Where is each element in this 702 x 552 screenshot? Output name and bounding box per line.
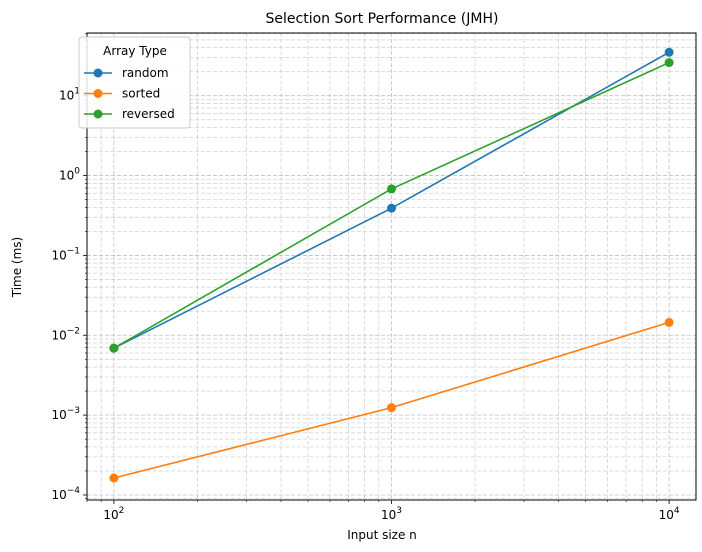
y-axis-label: Time (ms) (10, 237, 24, 299)
data-point-reversed (109, 343, 119, 353)
legend-box (78, 36, 191, 129)
grid (86, 33, 696, 500)
x-tick-label: 103 (381, 506, 402, 522)
y-tick-label: 100 (59, 167, 80, 183)
legend: Array Type random sorted reversed (78, 36, 191, 129)
y-tick-label: 10−4 (51, 486, 80, 502)
data-point-sorted (109, 473, 119, 483)
legend-label-random: random (122, 66, 169, 80)
data-point-sorted (387, 403, 396, 413)
data-point-random (664, 47, 674, 57)
data-point-reversed (664, 58, 674, 68)
data-point-reversed (387, 184, 396, 194)
legend-marker-reversed (93, 109, 103, 119)
chart-title: Selection Sort Performance (JMH) (266, 11, 499, 27)
axes: 102 103 104 10−4 10−3 10−2 10−1 100 101 (51, 33, 680, 522)
data-point-sorted (664, 317, 674, 327)
data-point-random (387, 203, 396, 213)
y-tick-label: 10−1 (51, 246, 80, 262)
legend-title: Array Type (103, 44, 167, 58)
legend-marker-sorted (93, 89, 103, 98)
legend-marker-random (93, 68, 103, 78)
y-tick-label: 101 (59, 87, 80, 103)
x-tick-label: 102 (103, 506, 124, 522)
legend-label-reversed: reversed (122, 107, 175, 121)
x-axis-label: Input size n (347, 528, 417, 542)
legend-label-sorted: sorted (122, 87, 160, 101)
series-layer (109, 47, 674, 483)
y-tick-label: 10−3 (51, 406, 80, 422)
x-tick-label: 104 (659, 506, 680, 522)
y-tick-label: 10−2 (51, 326, 80, 342)
